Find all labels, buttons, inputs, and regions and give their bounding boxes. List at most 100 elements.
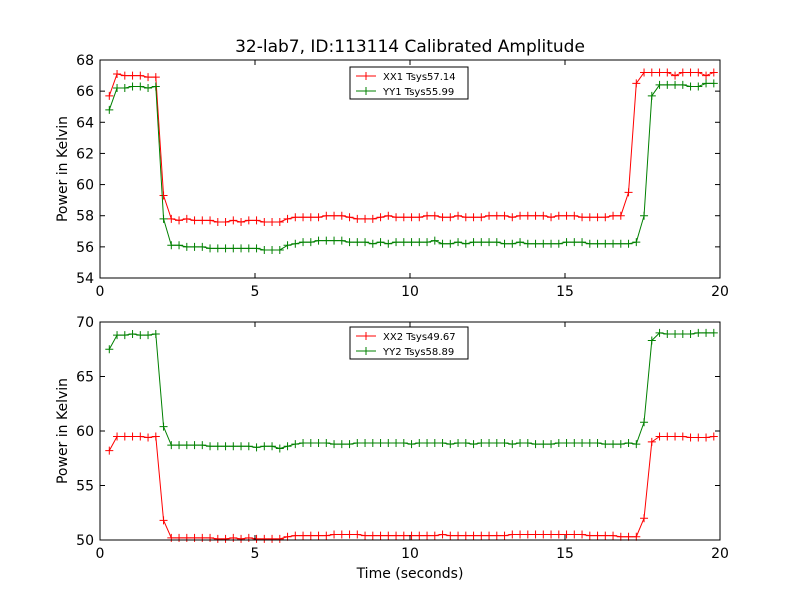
chart-panel-1: 0 5 10 15 20 54 56 58 60 62 64 66 68 Power in Kelvin X…	[55, 53, 729, 300]
data-point	[159, 422, 168, 431]
y-tick-label: 60	[76, 424, 94, 440]
data-point	[554, 211, 563, 220]
data-point	[477, 213, 486, 222]
data-point	[252, 443, 261, 452]
data-point	[477, 238, 486, 247]
data-point	[508, 530, 517, 539]
data-point	[539, 211, 548, 220]
data-point	[578, 438, 587, 447]
data-point	[469, 531, 478, 540]
data-point	[213, 217, 222, 226]
data-point	[500, 239, 509, 248]
x-tick-label: 5	[251, 284, 260, 300]
data-point	[322, 211, 331, 220]
data-point	[237, 217, 246, 226]
data-point	[469, 440, 478, 449]
data-point	[252, 244, 261, 253]
data-point	[492, 238, 501, 247]
x-tick-label: 0	[96, 284, 105, 300]
data-point	[306, 213, 315, 222]
data-point	[260, 217, 269, 226]
legend-box	[349, 326, 469, 360]
data-point	[647, 336, 656, 345]
data-point	[384, 211, 393, 220]
data-point	[632, 238, 641, 247]
data-point	[376, 438, 385, 447]
data-point	[562, 530, 571, 539]
data-point	[407, 213, 416, 222]
data-point	[539, 440, 548, 449]
data-point	[260, 245, 269, 254]
data-point	[640, 68, 649, 77]
data-point	[485, 531, 494, 540]
data-point	[268, 217, 277, 226]
data-point	[508, 213, 517, 222]
y-tick-label: 65	[76, 370, 94, 386]
data-point	[415, 238, 424, 247]
data-point	[461, 213, 470, 222]
data-point	[616, 440, 625, 449]
chart-title: 32-lab7, ID:113114 Calibrated Amplitude	[235, 37, 585, 57]
data-point	[663, 432, 672, 441]
data-point	[562, 211, 571, 220]
data-point	[167, 441, 176, 450]
data-point	[399, 213, 408, 222]
legend-marker	[362, 72, 370, 80]
data-point	[392, 438, 401, 447]
data-point	[229, 244, 238, 253]
data-point	[159, 214, 168, 223]
data-point	[353, 530, 362, 539]
data-point	[384, 239, 393, 248]
data-point	[640, 418, 649, 427]
data-point	[678, 80, 687, 89]
data-point	[686, 82, 695, 91]
data-point	[547, 213, 556, 222]
data-point	[283, 241, 292, 250]
data-point	[485, 238, 494, 247]
data-point	[624, 532, 633, 541]
data-point	[322, 236, 331, 245]
data-point	[120, 331, 129, 340]
data-point	[585, 239, 594, 248]
data-point	[128, 82, 137, 91]
data-point	[182, 214, 191, 223]
data-point	[500, 438, 509, 447]
data-point	[213, 244, 222, 253]
data-point	[423, 238, 432, 247]
data-point	[182, 441, 191, 450]
data-point	[361, 531, 370, 540]
data-point	[299, 238, 308, 247]
data-point	[485, 438, 494, 447]
data-point	[244, 244, 253, 253]
data-point	[299, 531, 308, 540]
data-point	[368, 531, 377, 540]
data-point	[136, 432, 145, 441]
data-point	[415, 213, 424, 222]
data-point	[399, 438, 408, 447]
data-point	[531, 530, 540, 539]
data-point	[113, 331, 122, 340]
data-point	[144, 331, 153, 340]
data-point	[330, 530, 339, 539]
data-point	[330, 211, 339, 220]
data-point	[461, 438, 470, 447]
data-point	[198, 242, 207, 251]
data-point	[632, 79, 641, 88]
data-point	[446, 213, 455, 222]
data-point	[244, 442, 253, 451]
data-point	[353, 238, 362, 247]
data-point	[291, 531, 300, 540]
data-point	[213, 442, 222, 451]
data-point	[616, 211, 625, 220]
data-point	[547, 530, 556, 539]
data-point	[113, 432, 122, 441]
data-point	[671, 71, 680, 80]
y-tick-label: 62	[76, 146, 94, 162]
data-point	[609, 239, 618, 248]
data-point	[601, 239, 610, 248]
data-point	[624, 438, 633, 447]
data-point	[702, 79, 711, 88]
legend-box	[349, 66, 469, 100]
data-point	[221, 217, 230, 226]
